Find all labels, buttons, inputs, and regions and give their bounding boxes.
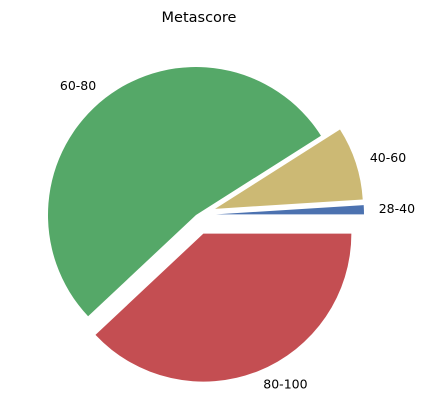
pie-label-40-60: 40-60 [370, 150, 406, 165]
pie-label-60-80: 60-80 [60, 78, 96, 93]
pie-slices [47, 66, 364, 382]
pie-slice-80-100 [95, 233, 352, 382]
pie-slice-28-40 [215, 205, 364, 215]
pie-slice-60-80 [47, 66, 321, 317]
pie-slice-40-60 [215, 129, 363, 209]
pie-label-80-100: 80-100 [263, 376, 307, 391]
pie-labels: 28-40 40-60 60-80 80-100 [60, 78, 415, 392]
chart-title: Metascore [162, 10, 237, 26]
pie-label-28-40: 28-40 [379, 201, 415, 216]
